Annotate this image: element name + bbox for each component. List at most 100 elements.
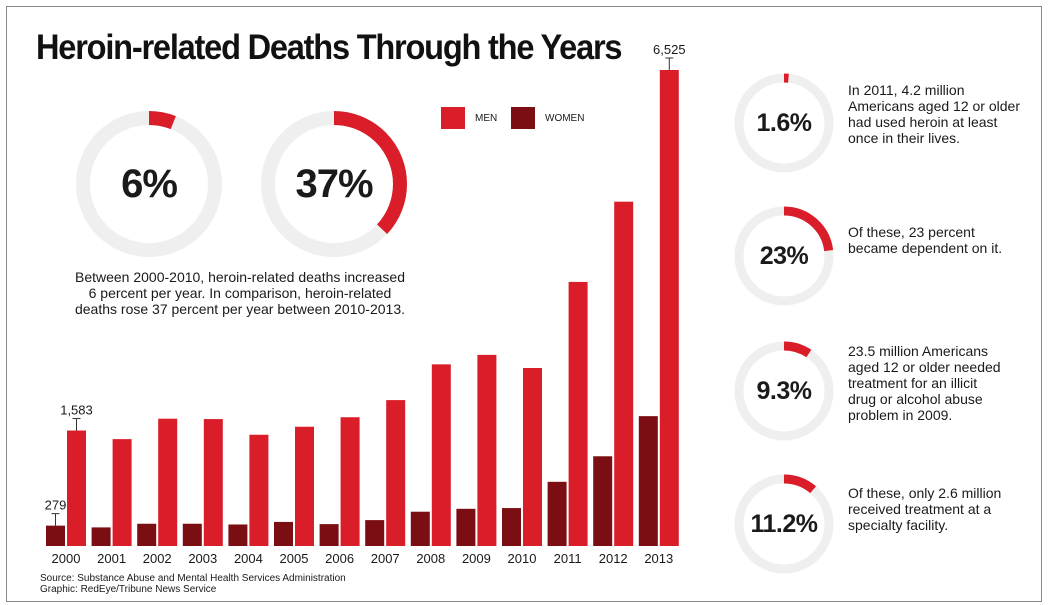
x-tick-label: 2002 (143, 551, 172, 566)
x-tick-label: 2009 (462, 551, 491, 566)
bar-women-2006 (319, 524, 339, 546)
bar-women-2011 (547, 481, 567, 546)
data-label: 279 (45, 498, 67, 513)
donut-ring (734, 73, 834, 173)
donut-value-arc (734, 206, 834, 306)
fact-donut-dependence: 23% (733, 205, 835, 307)
donut-ring (261, 111, 407, 257)
data-label: 1,583 (60, 403, 93, 418)
data-label: 6,525 (653, 42, 686, 57)
caption-line: aged 12 or older needed (848, 359, 1001, 375)
donut-percent-label: 37% (295, 162, 373, 206)
x-tick-label: 2011 (554, 551, 582, 566)
x-tick-label: 2013 (644, 551, 673, 566)
bar-men-2004 (249, 434, 269, 546)
donut-value-arc (734, 341, 834, 441)
caption-line: Americans aged 12 or older (848, 98, 1020, 114)
caption-line: treatment for an illicit (848, 375, 978, 391)
donut-value-arc (261, 111, 407, 257)
bar-women-2003 (182, 523, 202, 546)
x-tick-label: 2010 (508, 551, 537, 566)
x-tick-label: 2008 (416, 551, 445, 566)
bar-women-2007 (365, 520, 385, 546)
fact-caption-treatment-received: Of these, only 2.6 million received trea… (848, 485, 1001, 533)
donut-percent-label: 23% (759, 242, 809, 270)
caption-line: problem in 2009. (848, 407, 953, 423)
x-tick-label: 2007 (371, 551, 400, 566)
bar-women-2012 (593, 456, 613, 546)
bar-men-2002 (158, 418, 178, 546)
growth-donut-2000-2010: 6% (75, 110, 223, 258)
bar-men-2011 (568, 281, 588, 546)
donut-ring (734, 474, 834, 574)
x-tick-label: 2001 (97, 551, 126, 566)
donut-value-arc (76, 111, 222, 257)
infographic-frame (6, 6, 1042, 602)
x-tick-label: 2005 (280, 551, 309, 566)
caption-line: received treatment at a (848, 501, 992, 517)
bar-men-2005 (295, 426, 314, 546)
bar-women-2004 (228, 524, 248, 546)
x-tick-label: 2003 (188, 551, 217, 566)
caption-line: Between 2000-2010, heroin-related deaths… (74, 269, 405, 285)
bar-men-2003 (203, 419, 223, 546)
caption-line: became dependent on it. (848, 240, 1003, 256)
caption-line: 6 percent per year. In comparison, heroi… (88, 285, 392, 301)
donut-percent-label: 6% (121, 162, 178, 206)
legend-swatch-women (511, 107, 535, 129)
donut-ring (734, 341, 834, 441)
caption-line: Of these, only 2.6 million (848, 485, 1002, 501)
donut-value-arc (734, 474, 834, 574)
donut-ring (734, 206, 834, 306)
source-line: Source: Substance Abuse and Mental Healt… (40, 573, 346, 584)
growth-donut-2010-2013: 37% (260, 110, 408, 258)
bar-women-2010 (502, 508, 521, 546)
caption-line: 23.5 million Americans (848, 343, 989, 359)
bar-men-2008 (431, 364, 451, 546)
bar-men-2009 (477, 354, 497, 546)
caption-line: drug or alcohol abuse (848, 391, 983, 407)
bar-men-2007 (386, 400, 406, 546)
bar-women-2008 (410, 511, 430, 546)
source-credit: Source: Substance Abuse and Mental Healt… (40, 573, 346, 595)
growth-caption: Between 2000-2010, heroin-related deaths… (60, 269, 420, 317)
caption-line: deaths rose 37 percent per year between … (74, 301, 405, 317)
fact-caption-treatment-needed: 23.5 million Americans aged 12 or older … (848, 343, 1001, 423)
legend-label-women: WOMEN (545, 113, 585, 124)
fact-donut-heroin-use: 1.6% (733, 72, 835, 174)
bar-women-2002 (137, 523, 157, 546)
caption-line: had used heroin at least (848, 114, 998, 130)
fact-donut-treatment-received: 11.2% (733, 473, 835, 575)
caption-line: Of these, 23 percent (848, 224, 975, 240)
x-tick-label: 2000 (52, 551, 81, 566)
fact-caption-dependence: Of these, 23 percent became dependent on… (848, 224, 1002, 256)
x-tick-label: 2006 (325, 551, 354, 566)
bar-women-2009 (456, 508, 476, 546)
caption-line: once in their lives. (848, 130, 961, 146)
donut-ring (76, 111, 222, 257)
bar-women-2001 (91, 527, 111, 546)
legend-label-men: MEN (475, 113, 498, 124)
donut-value-arc (734, 73, 834, 173)
legend-swatch-men (441, 107, 465, 129)
bar-men-2012 (614, 201, 634, 546)
bar-men-2013 (659, 70, 679, 546)
bar-women-2013 (638, 416, 658, 546)
page-title: Heroin-related Deaths Through the Years (36, 28, 623, 67)
x-tick-label: 2004 (234, 551, 263, 566)
bar-men-2010 (523, 368, 542, 546)
bar-women-2000 (46, 525, 65, 546)
donut-percent-label: 11.2% (750, 510, 818, 538)
fact-donut-treatment-needed: 9.3% (733, 340, 835, 442)
bar-men-2000 (67, 430, 86, 546)
x-tick-label: 2012 (599, 551, 628, 566)
donut-percent-label: 1.6% (756, 109, 812, 137)
fact-caption-heroin-use: In 2011, 4.2 million Americans aged 12 o… (848, 82, 1020, 146)
bar-men-2001 (112, 439, 132, 546)
bar-women-2005 (274, 521, 293, 546)
donut-percent-label: 9.3% (756, 377, 812, 405)
caption-line: specialty facility. (848, 517, 949, 533)
caption-line: In 2011, 4.2 million (848, 82, 965, 98)
graphic-credit-line: Graphic: RedEye/Tribune News Service (40, 584, 217, 595)
